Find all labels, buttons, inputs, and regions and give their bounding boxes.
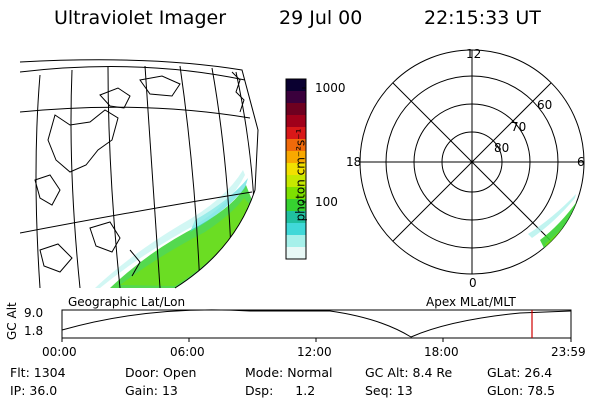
polar-panel-label: Apex MLat/MLT <box>426 295 516 309</box>
info-mode: Mode: Normal <box>245 365 333 380</box>
color-scale-bar <box>286 79 306 260</box>
colorbar-segment <box>286 199 306 212</box>
mlat-label-80: 80 <box>494 141 510 155</box>
timeline-xtick-0600: 06:00 <box>170 345 205 359</box>
colorbar-segment <box>286 223 306 236</box>
aurora-emission-polar <box>528 194 583 252</box>
colorbar-segment <box>286 139 306 152</box>
colorbar-segment <box>286 187 306 200</box>
colorbar-segment <box>286 175 306 188</box>
colorbar-segment <box>286 79 306 92</box>
mlat-label-70: 70 <box>511 120 527 134</box>
polar-map <box>359 49 585 275</box>
timeline-xtick-0000: 00:00 <box>42 345 77 359</box>
info-gain: Gain: 13 <box>125 383 178 398</box>
colorbar-label: photon cm⁻²s⁻¹ <box>293 128 308 222</box>
colorbar-segment <box>286 115 306 128</box>
info-glon: GLon: 78.5 <box>487 383 556 398</box>
timeline-xtick-1800: 18:00 <box>424 345 459 359</box>
colorbar-segment <box>286 127 306 140</box>
colorbar-segment <box>286 151 306 164</box>
info-flt: Flt: 1304 <box>10 365 66 380</box>
info-dsp: Dsp: 1.2 <box>245 383 316 398</box>
altitude-timeline <box>61 309 572 342</box>
colorbar-tick-1000: 1000 <box>315 81 346 95</box>
colorbar-segment <box>286 103 306 116</box>
mlt-label-0: 0 <box>469 276 477 290</box>
timeline-ylabel: GC Alt <box>5 302 19 340</box>
mlat-label-60: 60 <box>537 98 553 112</box>
info-seq: Seq: 13 <box>365 383 413 398</box>
geo-panel-label: Geographic Lat/Lon <box>68 295 186 309</box>
info-glat: GLat: 26.4 <box>487 365 553 380</box>
mlt-label-12: 12 <box>466 47 482 61</box>
timeline-xtick-1200: 12:00 <box>297 345 332 359</box>
mlt-label-18: 18 <box>346 155 362 169</box>
timeline-ytick-9: 9.0 <box>24 306 44 320</box>
mlt-label-6: 6 <box>577 155 585 169</box>
app-title: Ultraviolet Imager <box>54 7 227 29</box>
geographic-map <box>19 59 259 289</box>
info-gc-alt: GC Alt: 8.4 Re <box>365 365 453 380</box>
colorbar-tick-100: 100 <box>315 195 338 209</box>
colorbar-segment <box>286 163 306 176</box>
colorbar-segment <box>286 235 306 248</box>
timeline-xtick-2359: 23:59 <box>551 345 586 359</box>
colorbar-segment <box>286 211 306 224</box>
colorbar-segment <box>286 247 306 260</box>
date-label: 29 Jul 00 <box>279 7 363 29</box>
aurora-emission-geo <box>95 170 252 288</box>
time-label: 22:15:33 UT <box>424 7 541 29</box>
info-door: Door: Open <box>125 365 197 380</box>
info-ip: IP: 36.0 <box>10 383 58 398</box>
colorbar-segment <box>286 91 306 104</box>
timeline-ytick-1-8: 1.8 <box>24 324 44 338</box>
